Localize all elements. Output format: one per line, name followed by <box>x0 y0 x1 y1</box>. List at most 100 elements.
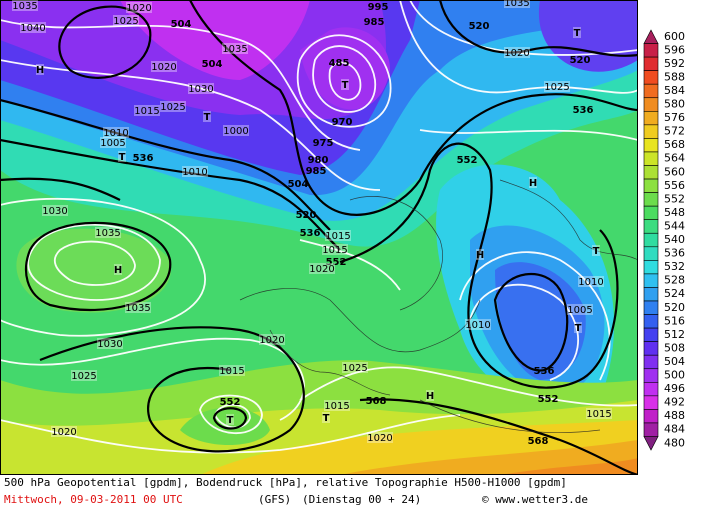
map-symbol: 568 <box>528 436 549 447</box>
label-background <box>367 432 393 443</box>
isobar-label: 1025 <box>342 363 367 374</box>
legend-swatch <box>643 232 659 248</box>
legend-label: 580 <box>664 98 685 111</box>
legend-swatch <box>643 219 659 234</box>
isobar-label: 1015 <box>134 106 159 117</box>
label-background <box>223 125 249 136</box>
map-symbol: 536 <box>300 228 321 239</box>
legend-label: 584 <box>664 84 685 97</box>
map-symbol: 485 <box>329 58 350 69</box>
legend-label: 552 <box>664 192 685 205</box>
map-symbol: 536 <box>133 153 154 164</box>
footer-run: (Dienstag 00 + 24) <box>302 493 421 506</box>
map-symbol: 520 <box>296 210 317 221</box>
label-background <box>567 304 593 315</box>
isobar-label: 1010 <box>103 128 128 139</box>
legend-swatch <box>643 192 659 207</box>
map-symbol: 552 <box>457 155 478 166</box>
legend-swatch <box>643 354 659 370</box>
isobar-label: 1020 <box>309 264 334 275</box>
label-background <box>114 264 122 275</box>
legend-swatch <box>643 273 659 288</box>
isobar-label: 1015 <box>586 409 611 420</box>
label-background <box>95 227 121 238</box>
legend-label: 512 <box>664 328 685 341</box>
isobar-label: 1025 <box>113 16 138 27</box>
map-symbol: 536 <box>534 366 555 377</box>
legend-swatch <box>643 287 659 302</box>
isobar-label: 1010 <box>182 167 207 178</box>
map-symbol: 504 <box>288 179 309 190</box>
legend-label: 528 <box>664 274 685 287</box>
label-background <box>51 426 77 437</box>
map-symbol: 985 <box>306 166 327 177</box>
legend-swatch <box>643 368 659 383</box>
legend-swatch <box>643 83 659 99</box>
legend-label: 532 <box>664 260 685 273</box>
label-background <box>578 276 604 287</box>
footer-description: 500 hPa Geopotential [gpdm], Bodendruck … <box>4 476 567 489</box>
isobar-label: 1010 <box>578 277 603 288</box>
legend-swatch <box>643 395 659 410</box>
isobar-label: 1020 <box>259 335 284 346</box>
isobar-label: 1020 <box>51 427 76 438</box>
legend-label: 572 <box>664 125 685 138</box>
legend-label: 588 <box>664 70 685 83</box>
label-background <box>219 365 245 376</box>
isobar-label: 1010 <box>465 320 490 331</box>
label-background <box>118 151 126 162</box>
map-symbol: T <box>119 152 126 163</box>
label-background <box>586 408 612 419</box>
label-background <box>222 43 248 54</box>
map-symbol: 970 <box>332 117 353 128</box>
map-symbol: T <box>227 415 234 426</box>
map-symbol: T <box>342 80 349 91</box>
map-symbol: T <box>593 246 600 257</box>
isobar-label: 1025 <box>71 371 96 382</box>
map-symbol: T <box>204 112 211 123</box>
label-background <box>592 245 600 256</box>
isobar-label: 1020 <box>367 433 392 444</box>
label-background <box>160 101 186 112</box>
label-background <box>504 0 530 8</box>
label-background <box>12 0 38 11</box>
label-background <box>125 302 151 313</box>
map-symbol: 520 <box>469 21 490 32</box>
legend-swatch <box>643 111 659 126</box>
label-background <box>309 263 335 274</box>
footer-credit: © www.wetter3.de <box>482 493 588 506</box>
legend-swatch <box>643 165 659 180</box>
map-symbol: 980 <box>308 155 329 166</box>
legend-label: 496 <box>664 382 685 395</box>
label-background <box>36 64 44 75</box>
isobar-label: 1025 <box>160 102 185 113</box>
label-background <box>325 230 351 241</box>
legend-swatch <box>643 205 659 220</box>
map-symbol: 985 <box>364 17 385 28</box>
legend-label: 556 <box>664 179 685 192</box>
map-symbol: H <box>426 391 434 402</box>
label-background <box>529 177 537 188</box>
label-background <box>426 390 434 401</box>
label-background <box>103 127 129 138</box>
label-background <box>188 83 214 94</box>
map-symbol: 552 <box>220 397 241 408</box>
label-background <box>20 22 46 33</box>
isobar-label: 1035 <box>95 228 120 239</box>
label-background <box>476 249 484 260</box>
legend-label: 500 <box>664 369 685 382</box>
label-background <box>342 362 368 373</box>
legend-label: 576 <box>664 111 685 124</box>
isobar-label: 1035 <box>12 1 37 12</box>
legend-swatch <box>643 56 659 71</box>
label-background <box>71 370 97 381</box>
isobar-label: 1020 <box>126 3 151 14</box>
legend-label: 484 <box>664 423 685 436</box>
legend-label: 600 <box>664 30 685 43</box>
map-symbol: T <box>323 413 330 424</box>
map-labels: H H H H H T T T T T T T T 504 504 520 520 536 536 552 504 520… <box>12 0 612 447</box>
isobar-label: 1025 <box>544 82 569 93</box>
isobar-label: 1015 <box>322 245 347 256</box>
legend-swatch <box>643 151 659 166</box>
legend-swatch <box>643 327 659 342</box>
